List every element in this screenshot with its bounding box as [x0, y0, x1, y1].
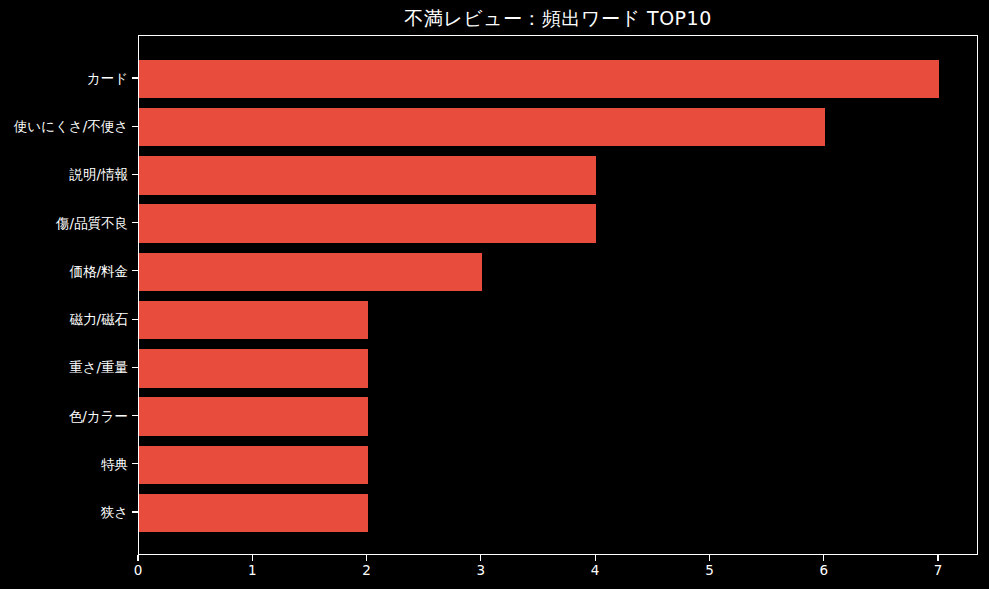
y-tick-label: 磁力/磁石: [69, 310, 128, 328]
y-tick-mark: [132, 126, 138, 127]
y-tick-label: 使いにくさ/不便さ: [14, 117, 128, 135]
bar: [139, 446, 368, 485]
bar: [139, 108, 825, 147]
x-tick-label: 6: [794, 562, 854, 578]
x-tick-label: 1: [222, 562, 282, 578]
plot-area: [138, 35, 978, 555]
y-tick-label: 色/カラー: [69, 407, 128, 425]
bar: [139, 301, 368, 340]
x-tick-label: 2: [337, 562, 397, 578]
y-tick-mark: [132, 463, 138, 464]
bar: [139, 253, 482, 292]
y-tick-label: 価格/料金: [69, 262, 128, 280]
figure-canvas: 不満レビュー：頻出ワード TOP10 カード使いにくさ/不便さ説明/情報傷/品質…: [0, 0, 989, 589]
bar: [139, 494, 368, 533]
x-tick-label: 0: [108, 562, 168, 578]
y-tick-mark: [132, 174, 138, 175]
bar: [139, 397, 368, 436]
x-tick-label: 5: [679, 562, 739, 578]
x-tick-mark: [137, 555, 138, 561]
x-tick-mark: [480, 555, 481, 561]
x-tick-label: 4: [565, 562, 625, 578]
bar: [139, 204, 596, 243]
x-tick-mark: [252, 555, 253, 561]
y-tick-label: 特典: [101, 455, 128, 473]
bar: [139, 349, 368, 388]
y-tick-label: 重さ/重量: [69, 358, 128, 376]
x-tick-label: 7: [908, 562, 968, 578]
y-tick-mark: [132, 319, 138, 320]
y-tick-mark: [132, 511, 138, 512]
x-tick-mark: [823, 555, 824, 561]
chart-title: 不満レビュー：頻出ワード TOP10: [138, 6, 978, 32]
bar: [139, 156, 596, 195]
x-tick-mark: [595, 555, 596, 561]
x-tick-mark: [366, 555, 367, 561]
x-tick-mark: [709, 555, 710, 561]
y-tick-mark: [132, 222, 138, 223]
y-tick-mark: [132, 415, 138, 416]
y-tick-mark: [132, 367, 138, 368]
y-tick-label: 狭さ: [101, 503, 128, 521]
bar: [139, 60, 939, 99]
x-tick-mark: [937, 555, 938, 561]
y-tick-label: カード: [87, 69, 128, 87]
y-tick-mark: [132, 77, 138, 78]
y-tick-label: 傷/品質不良: [56, 214, 128, 232]
y-tick-mark: [132, 270, 138, 271]
x-tick-label: 3: [451, 562, 511, 578]
y-tick-label: 説明/情報: [69, 165, 128, 183]
